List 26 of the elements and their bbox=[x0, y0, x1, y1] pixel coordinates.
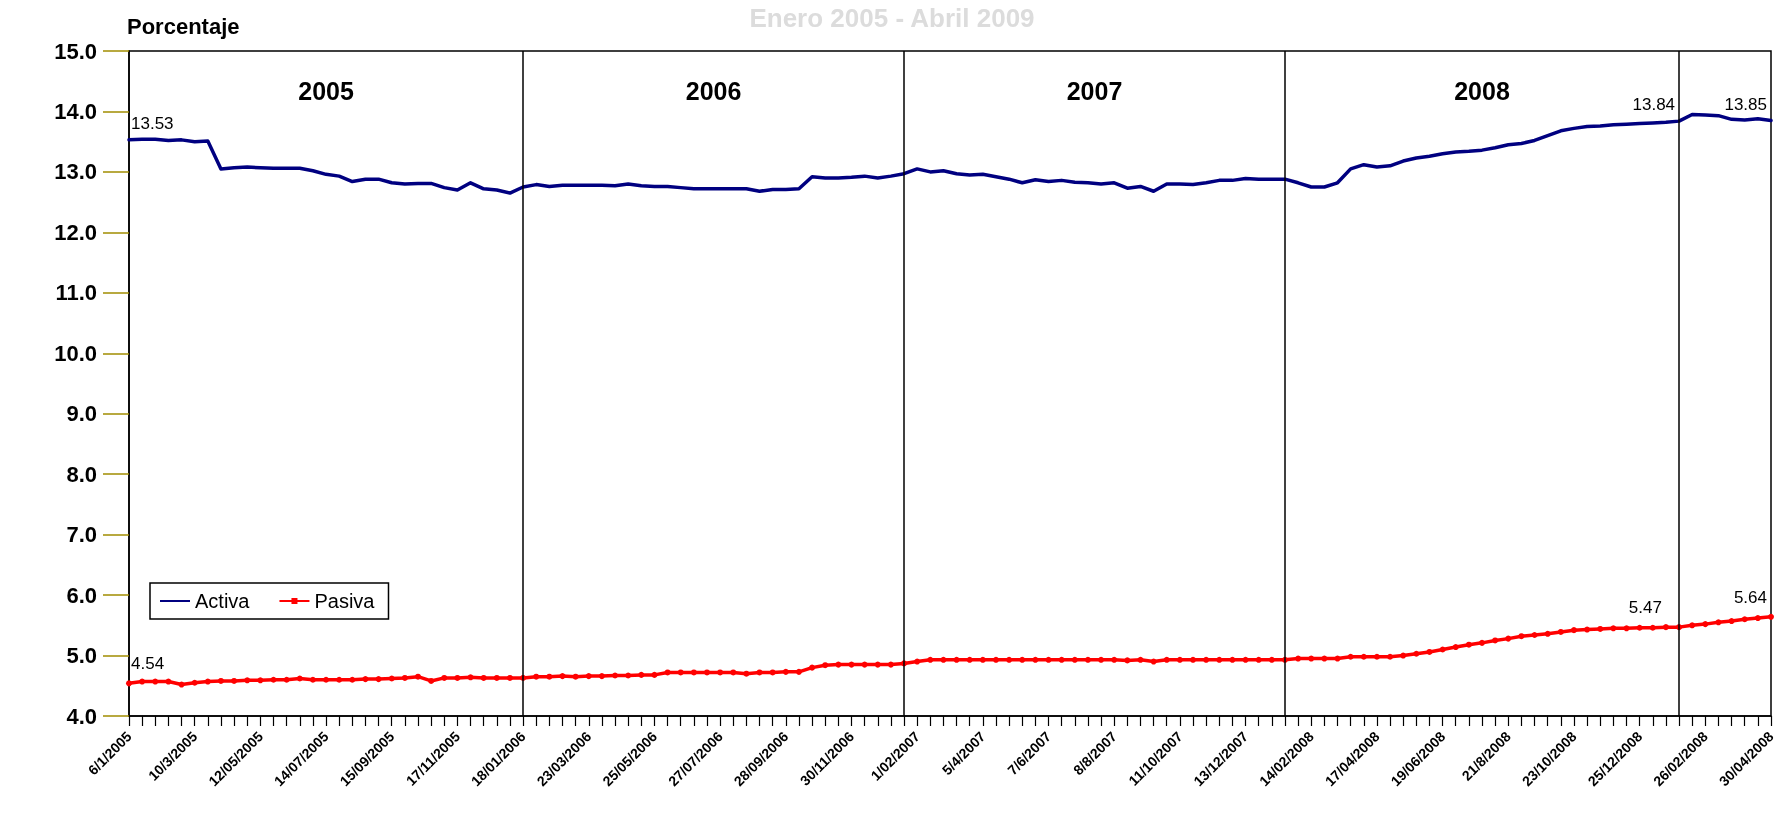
legend-label: Pasiva bbox=[314, 590, 376, 612]
y-tick-label: 10.0 bbox=[54, 340, 97, 366]
data-label: 13.84 bbox=[1632, 95, 1676, 115]
annotation: 2005 bbox=[298, 77, 354, 105]
data-label: 13.53 bbox=[131, 113, 174, 133]
annotation: 2006 bbox=[685, 77, 742, 105]
data-label: 5.64 bbox=[1733, 587, 1767, 607]
y-tick-label: 7.0 bbox=[66, 522, 97, 548]
y-tick-label: 5.0 bbox=[66, 643, 97, 669]
y-tick-label: 8.0 bbox=[66, 461, 97, 487]
annotation: 2008 bbox=[1454, 77, 1510, 105]
y-tick-label: 6.0 bbox=[66, 582, 97, 608]
y-tick-label: 13.0 bbox=[54, 159, 97, 185]
line-series bbox=[127, 112, 1773, 195]
y-tick-label: 4.0 bbox=[66, 703, 97, 729]
y-tick-label: 11.0 bbox=[55, 280, 97, 306]
legend-label: Activa bbox=[195, 590, 251, 612]
annotation: 2007 bbox=[1066, 77, 1123, 105]
y-tick-label: 15.0 bbox=[54, 38, 97, 64]
data-label: 5.47 bbox=[1628, 598, 1662, 618]
data-label: 4.54 bbox=[131, 654, 165, 674]
data-label: 13.85 bbox=[1724, 94, 1767, 114]
y-tick-label: 9.0 bbox=[66, 401, 97, 427]
y-axis-title: Porcentaje bbox=[127, 13, 240, 39]
y-tick-label: 14.0 bbox=[54, 98, 97, 124]
y-tick-label: 12.0 bbox=[54, 219, 97, 245]
